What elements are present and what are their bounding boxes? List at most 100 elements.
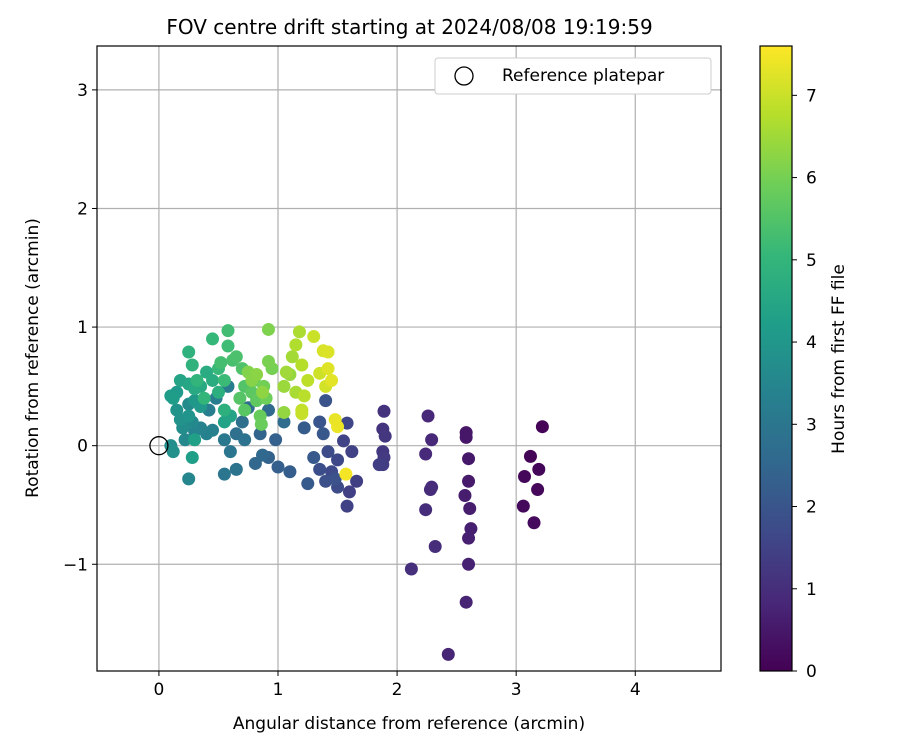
data-point <box>235 415 249 429</box>
data-point <box>295 407 309 421</box>
data-point <box>518 470 532 484</box>
y-tick-label: 1 <box>77 318 88 338</box>
data-point <box>459 595 473 609</box>
reference-platepar-marker <box>149 436 169 456</box>
data-point <box>221 324 235 338</box>
x-tick-label: 0 <box>154 680 165 700</box>
data-point <box>217 433 231 447</box>
data-point <box>197 391 211 405</box>
legend-reference-marker <box>454 66 474 86</box>
data-point <box>531 483 545 497</box>
data-point <box>297 421 311 435</box>
data-point <box>217 403 231 417</box>
data-point <box>182 472 196 486</box>
data-point <box>238 433 252 447</box>
data-point <box>462 474 476 488</box>
data-point <box>211 385 225 399</box>
data-point <box>182 345 196 359</box>
data-point <box>372 458 386 472</box>
data-point <box>223 445 237 459</box>
y-tick-label: 0 <box>77 437 88 457</box>
data-point <box>170 403 184 417</box>
data-point <box>339 467 353 481</box>
data-point <box>277 415 291 429</box>
data-point <box>404 562 418 576</box>
data-point <box>206 373 220 387</box>
data-point <box>217 467 231 481</box>
data-point <box>340 499 354 513</box>
data-point <box>458 488 472 502</box>
colorbar-tick-label: 6 <box>806 169 817 189</box>
data-point <box>527 516 541 530</box>
data-point <box>261 322 275 336</box>
data-point <box>313 462 327 476</box>
data-point <box>271 460 285 474</box>
x-tick-label: 3 <box>511 680 522 700</box>
data-point <box>277 405 291 419</box>
data-point <box>421 409 435 423</box>
data-point <box>292 325 306 339</box>
data-point <box>425 433 439 447</box>
data-point <box>256 385 270 399</box>
reference-marker-group <box>149 436 169 456</box>
data-point <box>319 394 333 408</box>
data-point <box>166 445 180 459</box>
y-tick-label: 3 <box>77 81 88 101</box>
data-point <box>321 345 335 359</box>
data-point <box>532 462 546 476</box>
data-point <box>214 356 228 370</box>
data-point <box>328 472 342 486</box>
grid-lines <box>97 46 721 671</box>
data-point <box>441 647 455 661</box>
data-point <box>178 433 192 447</box>
colorbar-tick-label: 5 <box>806 251 817 271</box>
data-point <box>221 339 235 353</box>
x-axis-ticks: 0 1 2 3 4 <box>154 671 641 700</box>
data-point <box>462 557 476 571</box>
legend-box <box>434 57 712 95</box>
data-point <box>331 420 345 434</box>
data-point <box>301 477 315 491</box>
data-point <box>285 350 299 364</box>
colorbar-label: Hours from first FF file <box>829 264 849 454</box>
data-point <box>206 332 220 346</box>
data-point <box>350 474 364 488</box>
data-point <box>238 403 252 417</box>
data-point <box>535 420 549 434</box>
data-point <box>463 502 477 516</box>
data-point <box>307 330 321 344</box>
x-axis-label: Angular distance from reference (arcmin) <box>233 714 585 734</box>
data-point <box>307 451 321 465</box>
data-point <box>419 503 433 517</box>
data-point <box>325 373 339 387</box>
data-point <box>423 483 437 497</box>
data-point <box>321 362 335 376</box>
data-point <box>316 427 330 441</box>
data-point <box>233 391 247 405</box>
data-point <box>289 338 303 352</box>
data-point <box>190 373 204 387</box>
data-point <box>185 451 199 465</box>
chart-title: FOV centre drift starting at 2024/08/08 … <box>166 15 652 39</box>
data-point <box>254 417 268 431</box>
data-point <box>378 429 392 443</box>
colorbar-tick-label: 1 <box>806 580 817 600</box>
data-point <box>462 452 476 466</box>
data-point <box>301 373 315 387</box>
data-point <box>459 430 473 444</box>
data-point <box>182 409 196 423</box>
colorbar-tick-label: 3 <box>806 415 817 435</box>
colorbar-ticks: 0 1 2 3 4 5 6 7 <box>792 86 817 682</box>
data-point <box>321 445 335 459</box>
colorbar-tick-label: 0 <box>806 662 817 682</box>
data-point <box>462 531 476 545</box>
data-point <box>261 354 275 368</box>
data-point <box>229 462 243 476</box>
legend-entry-reference: Reference platepar <box>502 66 664 86</box>
y-tick-label: −1 <box>63 555 88 575</box>
data-point <box>250 368 264 382</box>
y-axis-ticks: −1 0 1 2 3 <box>63 81 97 575</box>
data-point <box>166 391 180 405</box>
